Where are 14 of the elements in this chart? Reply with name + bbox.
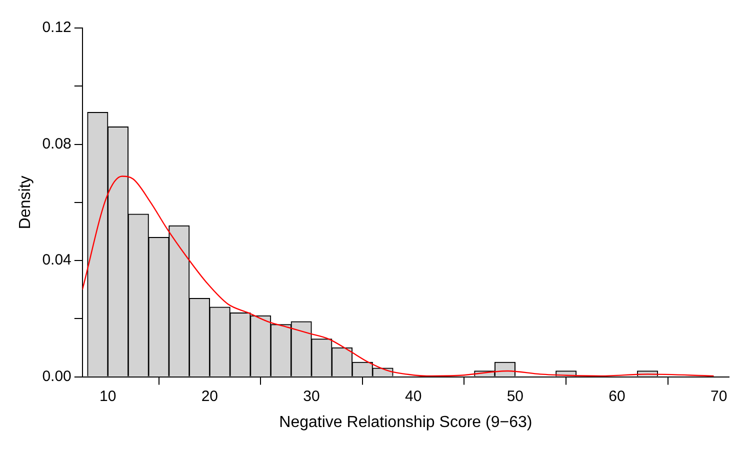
x-tick-label: 60 — [608, 388, 626, 405]
y-tick-label: 0.04 — [42, 252, 72, 269]
line-series — [82, 176, 714, 377]
x-tick-label: 50 — [506, 388, 524, 405]
y-tick-label: 0.12 — [42, 19, 72, 36]
y-tick-label: 0.08 — [42, 135, 72, 152]
y-tick-label: 0.00 — [42, 368, 72, 385]
x-tick-label: 40 — [404, 388, 422, 405]
y-axis-title: Density — [17, 176, 34, 230]
x-tick-label: 20 — [201, 388, 218, 405]
x-tick-label: 30 — [303, 388, 320, 405]
x-axis-title: Negative Relationship Score (9−63) — [279, 414, 532, 431]
x-tick-label: 10 — [100, 388, 116, 405]
x-tick-label: 70 — [710, 388, 728, 405]
